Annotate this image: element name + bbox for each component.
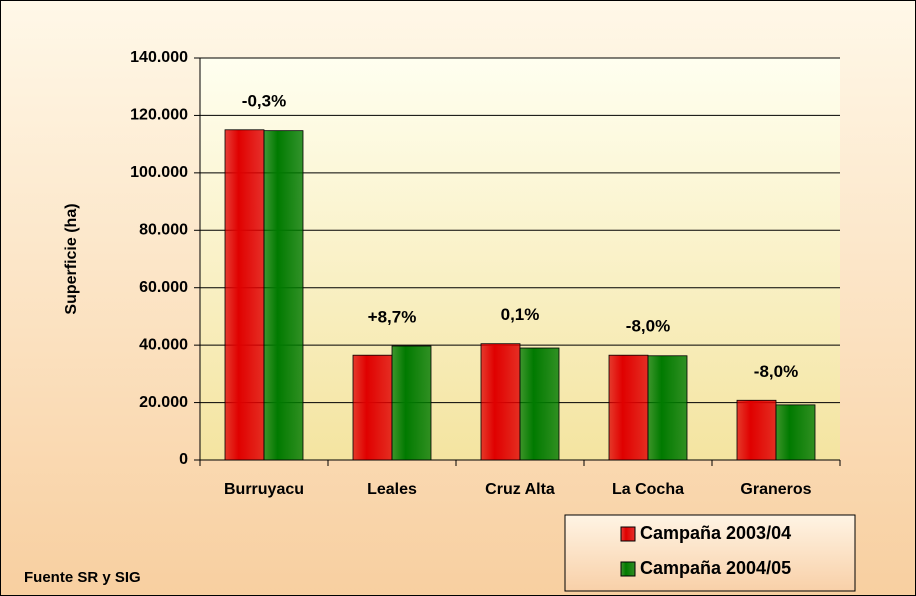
bar [263, 130, 304, 461]
group-label: +8,7% [368, 307, 417, 326]
legend-label: Campaña 2004/05 [640, 558, 791, 578]
y-tick-label: 20.000 [139, 394, 188, 411]
bar [647, 355, 688, 461]
y-tick-label: 80.000 [139, 222, 188, 239]
group-label: 0,1% [501, 305, 540, 324]
group-label: -8,0% [754, 362, 798, 381]
bar [775, 404, 816, 461]
y-tick-label: 40.000 [139, 336, 188, 353]
bar [519, 347, 560, 461]
x-tick-label: La Cocha [612, 481, 684, 498]
bar [391, 345, 432, 461]
bar [352, 354, 393, 461]
y-tick-label: 120.000 [130, 107, 188, 124]
x-tick-label: Graneros [740, 481, 811, 498]
legend-swatch [620, 561, 636, 577]
y-tick-label: 60.000 [139, 279, 188, 296]
bar [480, 343, 521, 461]
bar [736, 399, 777, 461]
source: Fuente SR y SIG [24, 569, 141, 586]
bar [608, 354, 649, 461]
y-tick-label: 140.000 [130, 49, 188, 66]
y-tick-label: 100.000 [130, 164, 188, 181]
y-axis-label: Superficie (ha) [63, 203, 80, 314]
x-tick-label: Burruyacu [224, 481, 304, 498]
legend-label: Campaña 2003/04 [640, 523, 791, 543]
x-tick-label: Leales [367, 481, 417, 498]
legend-swatch [620, 526, 636, 542]
bar [224, 129, 265, 461]
legend [564, 514, 856, 592]
y-tick-label: 0 [179, 451, 188, 468]
group-label: -8,0% [626, 317, 670, 336]
x-tick-label: Cruz Alta [485, 481, 555, 498]
group-label: -0,3% [242, 91, 286, 110]
